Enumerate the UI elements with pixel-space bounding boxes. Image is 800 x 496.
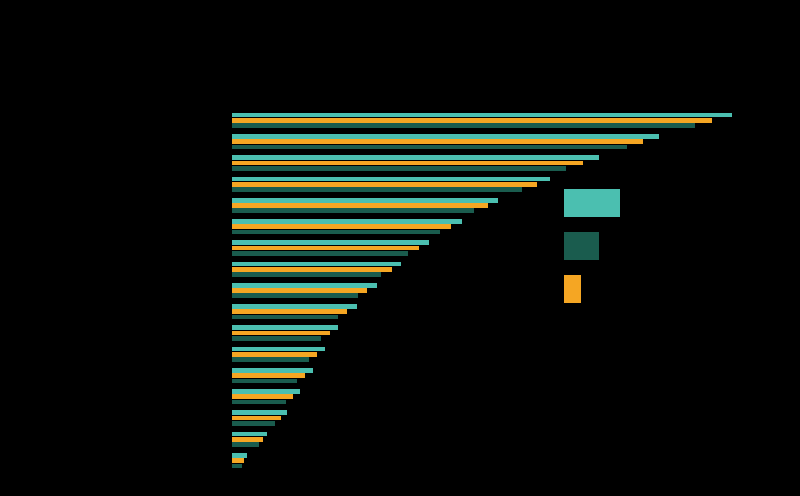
Bar xyxy=(232,368,313,372)
Bar xyxy=(232,400,286,404)
Bar xyxy=(232,208,474,213)
Bar xyxy=(232,118,711,123)
Bar xyxy=(232,246,419,250)
Bar xyxy=(232,251,408,255)
Bar xyxy=(232,224,451,229)
Bar xyxy=(232,198,498,202)
Bar xyxy=(232,352,317,357)
Bar xyxy=(232,166,566,171)
Bar xyxy=(232,325,338,330)
Bar xyxy=(232,155,598,160)
Bar xyxy=(232,134,659,139)
Bar xyxy=(232,113,732,118)
Bar xyxy=(232,437,263,441)
Bar xyxy=(232,410,286,415)
Bar xyxy=(232,336,322,341)
Bar xyxy=(232,331,330,335)
Bar xyxy=(232,389,300,394)
Bar xyxy=(232,464,242,468)
Bar xyxy=(564,232,598,260)
Bar xyxy=(232,304,357,309)
Bar xyxy=(232,272,381,277)
Bar xyxy=(232,288,367,293)
Bar xyxy=(232,241,430,245)
Bar xyxy=(232,219,462,224)
Bar xyxy=(232,203,488,208)
Bar xyxy=(232,378,298,383)
Bar xyxy=(232,182,537,186)
Bar xyxy=(232,294,358,298)
Bar xyxy=(564,275,582,303)
Bar xyxy=(232,357,309,362)
Bar xyxy=(232,161,582,165)
Bar xyxy=(232,187,522,192)
Bar xyxy=(232,394,294,399)
Bar xyxy=(232,453,246,458)
Bar xyxy=(232,442,258,447)
Bar xyxy=(232,315,338,319)
Bar xyxy=(232,347,325,351)
Bar xyxy=(232,261,402,266)
Bar xyxy=(232,139,643,144)
Bar xyxy=(232,310,347,314)
Bar xyxy=(232,432,267,436)
Bar xyxy=(232,373,306,378)
Bar xyxy=(232,421,274,426)
Bar xyxy=(232,124,695,128)
Bar xyxy=(232,283,377,288)
Bar xyxy=(232,230,440,235)
Bar xyxy=(564,189,620,217)
Bar xyxy=(232,416,281,421)
Bar xyxy=(232,177,550,181)
Bar xyxy=(232,145,627,149)
Bar xyxy=(232,267,391,272)
Bar xyxy=(232,458,244,463)
